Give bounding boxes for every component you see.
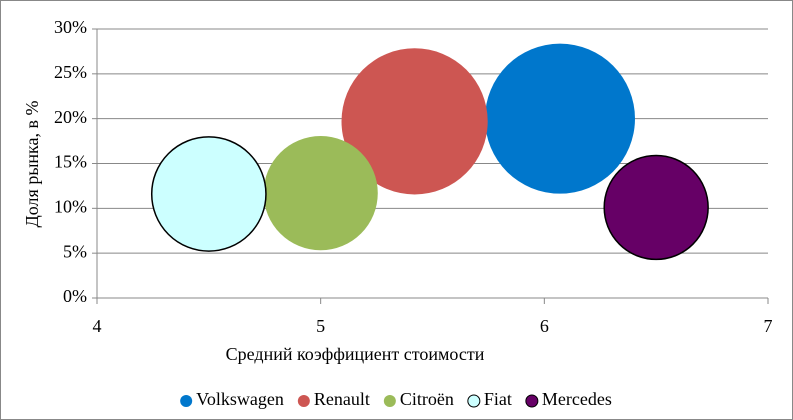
- bubble: [341, 48, 488, 195]
- legend-label: Fiat: [484, 389, 512, 409]
- x-tick-label: 7: [764, 316, 773, 336]
- legend-marker: [467, 394, 481, 408]
- y-tick-label: 20%: [54, 107, 87, 127]
- y-tick-label: 25%: [54, 62, 87, 82]
- legend-label: Citroën: [400, 389, 454, 409]
- legend-marker: [180, 395, 193, 407]
- y-tick-label: 15%: [54, 152, 87, 172]
- x-tick-label: 6: [540, 316, 549, 336]
- legend-marker: [383, 395, 396, 407]
- y-tick-label: 5%: [63, 241, 87, 261]
- bubble: [263, 135, 378, 251]
- bubble: [150, 136, 267, 252]
- y-tick-label: 10%: [54, 196, 87, 216]
- y-axis-title: Доля рынка, в %: [22, 101, 42, 228]
- x-tick-label: 4: [93, 316, 102, 336]
- y-tick-label: 0%: [63, 286, 87, 306]
- legend-marker: [525, 394, 539, 408]
- bubble: [484, 43, 635, 194]
- bubble: [603, 154, 709, 261]
- legend-marker: [297, 395, 310, 407]
- y-tick-label: 30%: [54, 17, 87, 37]
- x-tick-label: 5: [316, 316, 325, 336]
- legend-label: Mercedes: [542, 389, 612, 409]
- x-axis-title: Средний коэффициент стоимости: [226, 344, 485, 364]
- legend-label: Renault: [314, 389, 370, 409]
- legend-label: Volkswagen: [196, 389, 284, 409]
